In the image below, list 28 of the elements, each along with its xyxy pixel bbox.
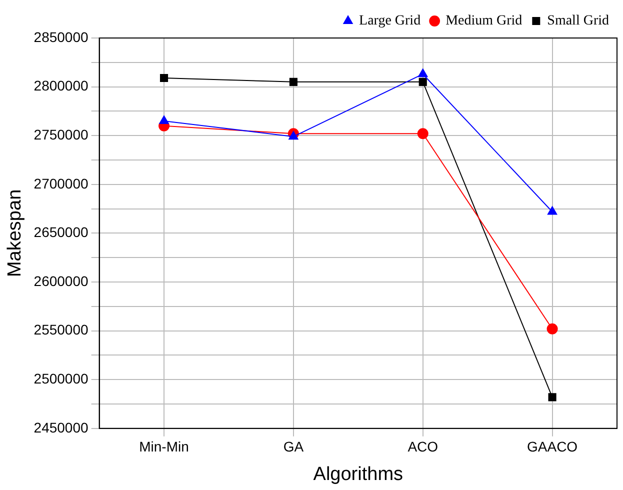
point (417, 128, 428, 140)
x-tick-label: ACO (408, 438, 438, 455)
legend-label: Small Grid (547, 14, 610, 29)
y-tick-label: 2450000 (34, 419, 89, 436)
point (289, 78, 298, 86)
x-axis-title: Algorithms (313, 464, 404, 485)
point (547, 206, 558, 215)
y-tick-label: 2800000 (34, 78, 89, 94)
legend-label: Medium Grid (446, 14, 522, 29)
y-tick-label: 2700000 (34, 175, 89, 192)
legend-label: Large Grid (359, 14, 421, 29)
y-tick-label: 2550000 (34, 322, 89, 338)
y-tick-label: 2750000 (34, 126, 89, 142)
x-tick-label: Min-Min (139, 438, 189, 455)
point (288, 131, 298, 140)
y-tick-label: 2650000 (34, 224, 89, 240)
x-tick-label: GAACO (527, 438, 578, 455)
y-tick-label: 2850000 (34, 28, 89, 45)
y-tick-label: 2600000 (34, 272, 89, 289)
point (159, 115, 169, 124)
point (418, 68, 428, 78)
x-tick-label: GA (283, 438, 304, 455)
y-axis-title: Makespan (4, 189, 26, 278)
point (546, 323, 558, 334)
y-tick-label: 2500000 (34, 370, 89, 386)
point (160, 74, 168, 82)
point (548, 393, 556, 402)
point (418, 78, 427, 86)
